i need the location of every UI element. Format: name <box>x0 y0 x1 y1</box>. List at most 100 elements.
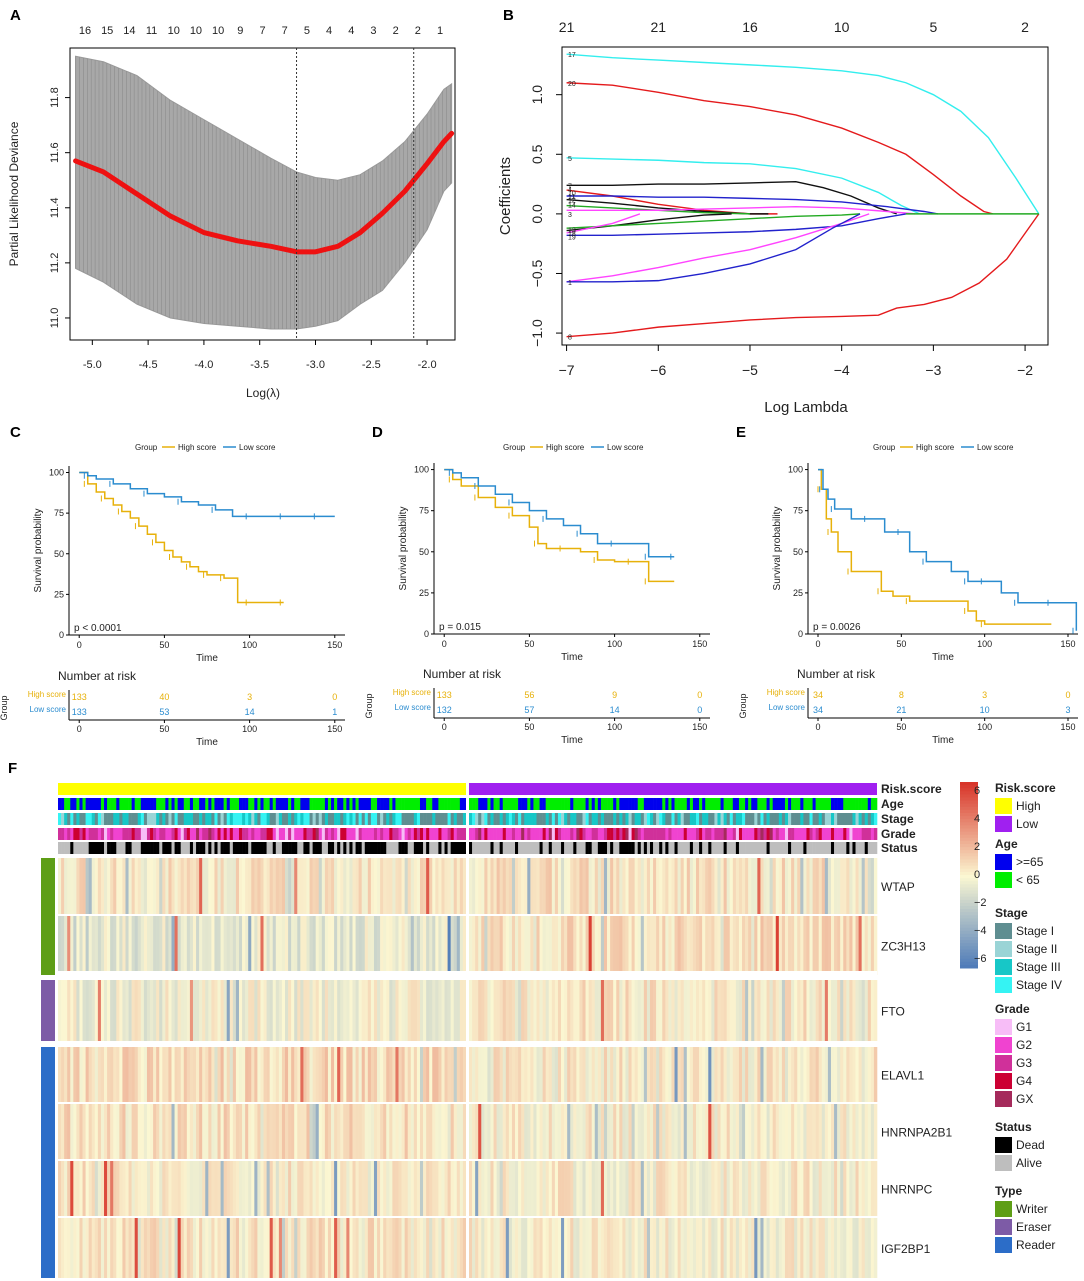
status-cell <box>337 842 341 854</box>
grade-cell <box>211 828 215 840</box>
heat-cell <box>269 1161 274 1216</box>
age-cell <box>760 798 764 810</box>
grade-cell <box>340 828 344 840</box>
heat-cell <box>579 1218 583 1278</box>
age-cell <box>613 798 617 810</box>
heat-cell <box>444 1218 448 1278</box>
heat-cell <box>867 1047 872 1102</box>
grade-cell <box>226 828 231 840</box>
heat-cell <box>70 916 74 975</box>
stage-cell <box>763 813 767 825</box>
age-cell <box>294 798 298 810</box>
heat-cell <box>484 858 488 914</box>
heat-cell <box>809 980 813 1041</box>
heat-cell <box>745 858 749 914</box>
grade-cell <box>128 828 132 840</box>
status-cell <box>803 842 807 854</box>
heat-cell <box>73 980 77 1041</box>
y-tick-label: 25 <box>54 589 64 599</box>
heat-cell <box>137 980 142 1041</box>
grade-cell <box>487 828 491 840</box>
age-cell <box>594 798 599 810</box>
y-axis-title: Survival probability <box>33 509 44 593</box>
heat-cell <box>140 1161 145 1216</box>
heat-cell <box>248 916 252 975</box>
heat-cell <box>100 1218 105 1278</box>
x-tick-label: −2 <box>1017 362 1033 378</box>
grade-cell <box>803 828 807 840</box>
heat-cell <box>150 1218 154 1278</box>
heat-cell <box>429 858 433 914</box>
heat-cell <box>223 1104 228 1159</box>
grade-cell <box>680 828 685 840</box>
heat-cell <box>699 980 703 1041</box>
status-cell <box>82 842 86 854</box>
heat-cell <box>834 916 838 975</box>
stage-cell <box>85 813 89 825</box>
stage-cell <box>499 813 504 825</box>
legend-label-low: Low score <box>239 443 276 452</box>
heat-cell <box>438 916 442 975</box>
stage-cell <box>134 813 139 825</box>
grade-cell <box>505 828 510 840</box>
legend-title: Risk.score <box>995 781 1056 795</box>
heat-cell <box>91 858 96 914</box>
stage-cell <box>140 813 145 825</box>
heat-cell <box>818 1047 823 1102</box>
stage-cell <box>625 813 629 825</box>
heat-cell <box>754 1104 758 1159</box>
heat-cell <box>554 858 559 914</box>
heat-cell <box>469 1218 473 1278</box>
heat-cell <box>377 916 381 975</box>
heat-cell <box>76 1104 80 1159</box>
heat-cell <box>766 980 770 1041</box>
stage-cell <box>791 813 795 825</box>
status-cell <box>272 842 277 854</box>
stage-cell <box>254 813 258 825</box>
heat-cell <box>557 1047 562 1102</box>
heat-cell <box>162 1047 166 1102</box>
status-cell <box>806 842 810 854</box>
stage-cell <box>370 813 375 825</box>
status-cell <box>674 842 678 854</box>
heat-cell <box>113 1047 117 1102</box>
stage-cell <box>82 813 86 825</box>
heat-cell <box>383 980 387 1041</box>
heat-cell <box>751 858 755 914</box>
heat-cell <box>800 1047 804 1102</box>
heat-cell <box>183 858 188 914</box>
heat-cell <box>450 1047 455 1102</box>
risk-count-low: 34 <box>813 705 823 715</box>
grade-cell <box>653 828 657 840</box>
heat-cell <box>447 1161 451 1216</box>
heat-cell <box>254 1161 258 1216</box>
heat-cell <box>840 1218 844 1278</box>
risk-count-low: 1 <box>332 707 337 717</box>
heat-cell <box>337 1161 341 1216</box>
status-cell <box>306 842 310 854</box>
status-cell <box>554 842 559 854</box>
heat-cell <box>143 916 148 975</box>
stage-cell <box>567 813 571 825</box>
heat-cell <box>539 1161 543 1216</box>
grade-cell <box>180 828 185 840</box>
heat-cell <box>199 1218 203 1278</box>
heat-cell <box>349 1104 353 1159</box>
heat-cell <box>303 1104 307 1159</box>
heat-cell <box>788 1047 792 1102</box>
heat-cell <box>515 1104 519 1159</box>
heat-cell <box>594 1218 599 1278</box>
type-separator <box>58 971 877 976</box>
age-cell <box>88 798 93 810</box>
heat-cell <box>717 1104 721 1159</box>
heat-cell <box>300 1218 304 1278</box>
heat-cell <box>94 916 99 975</box>
heat-cell <box>389 916 393 975</box>
heat-cell <box>751 1218 755 1278</box>
heat-cell <box>162 916 166 975</box>
grade-cell <box>177 828 182 840</box>
heat-cell <box>119 1047 123 1102</box>
heat-cell <box>416 916 421 975</box>
heat-cell <box>714 980 718 1041</box>
heat-cell <box>275 916 280 975</box>
